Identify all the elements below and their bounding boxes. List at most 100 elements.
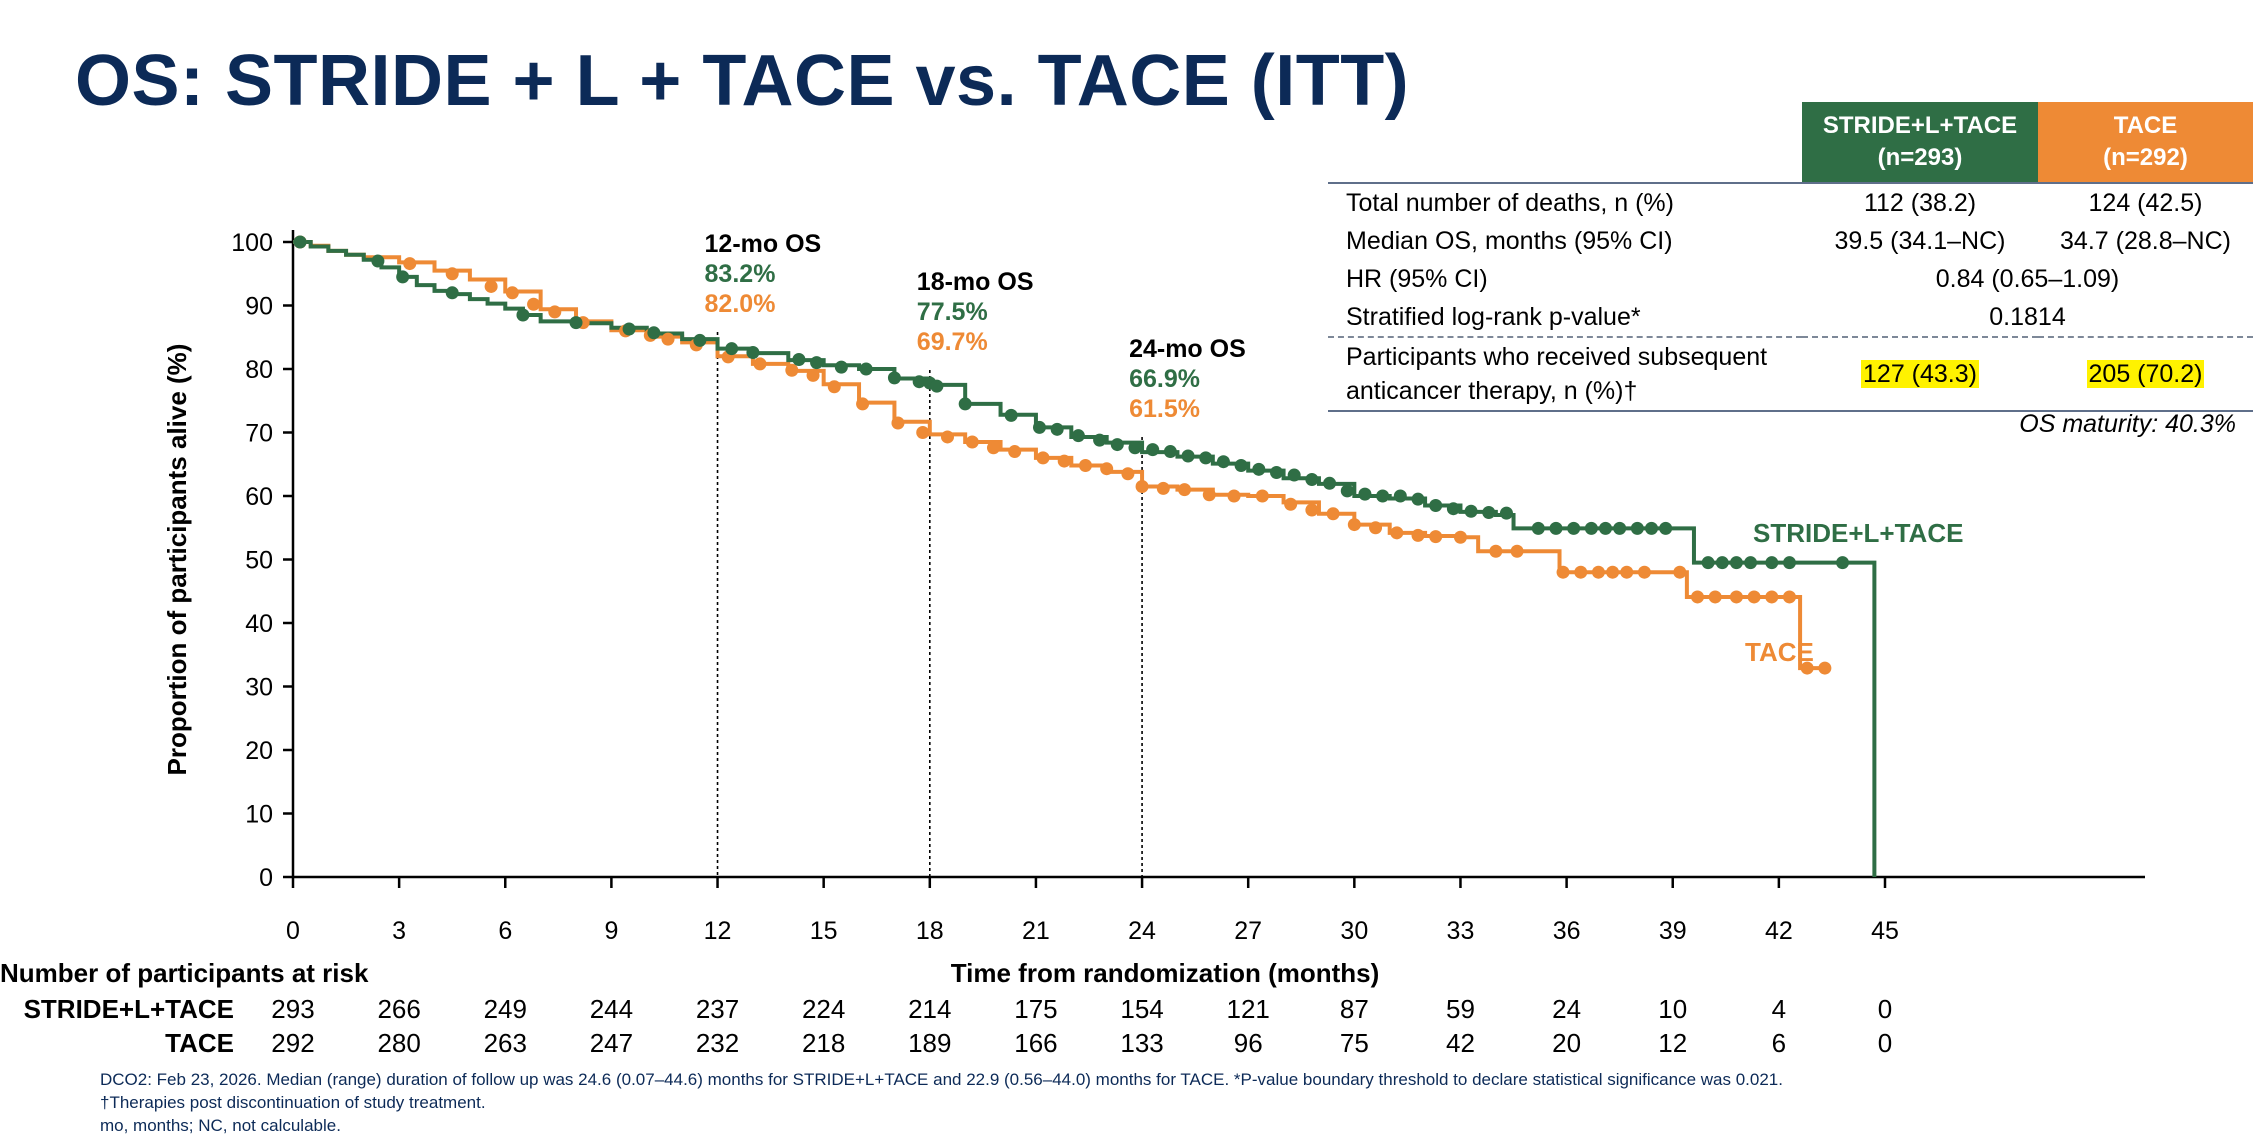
tace-censor-mark xyxy=(1156,481,1170,495)
risk-count-tace: 247 xyxy=(590,1028,633,1058)
tace-censor-mark xyxy=(1574,565,1588,579)
tace-censor-mark xyxy=(1782,590,1796,604)
risk-count-tace: 292 xyxy=(271,1028,314,1058)
header-tace: TACE (n=292) xyxy=(2038,102,2253,182)
stride-censor-mark xyxy=(1446,502,1460,516)
median-stride: 39.5 (34.1–NC) xyxy=(1834,227,2006,255)
subsequent-stride-cell: 127 (43.3) xyxy=(1802,336,2038,412)
header-stride-n: (n=293) xyxy=(1877,144,1963,171)
risk-table-title: Number of participants at risk xyxy=(0,958,369,988)
risk-count-tace: 0 xyxy=(1878,1028,1892,1058)
guide-lines xyxy=(716,332,1143,877)
y-tick-label: 30 xyxy=(245,674,273,702)
stride-censor-mark xyxy=(1482,506,1496,520)
tace-censor-mark xyxy=(1390,526,1404,540)
y-tick-label: 10 xyxy=(245,801,273,829)
risk-count-stride: 10 xyxy=(1658,994,1687,1024)
stride-censor-mark xyxy=(1270,466,1284,480)
x-tick-label: 30 xyxy=(1340,917,1368,945)
risk-count-stride: 154 xyxy=(1120,994,1163,1024)
tace-censor-mark xyxy=(986,441,1000,455)
tace-censor-mark xyxy=(484,279,498,293)
tace-censor-mark xyxy=(1255,489,1269,503)
tace-censor-mark xyxy=(806,368,820,382)
stride-censor-mark xyxy=(1305,472,1319,486)
risk-count-stride: 0 xyxy=(1878,994,1892,1024)
tace-censor-mark xyxy=(1008,445,1022,459)
y-tick-label: 0 xyxy=(259,864,273,892)
tace-censor-mark xyxy=(1429,530,1443,544)
risk-count-tace: 166 xyxy=(1014,1028,1057,1058)
stride-censor-mark xyxy=(1032,420,1046,434)
tace-censor-mark xyxy=(1747,590,1761,604)
stride-censor-mark xyxy=(792,352,806,366)
stride-censor-mark xyxy=(1358,487,1372,501)
stride-series-label: STRIDE+L+TACE xyxy=(1753,518,1963,548)
tace-series-label: TACE xyxy=(1745,637,1814,667)
tace-censor-mark xyxy=(1369,521,1383,535)
tace-censor-mark xyxy=(527,297,541,311)
stride-censor-mark xyxy=(1599,521,1613,535)
row-pvalue: Stratified log-rank p-value* 0.1814 xyxy=(1328,298,2253,337)
stride-censor-mark xyxy=(1252,462,1266,476)
x-tick-label: 45 xyxy=(1871,917,1899,945)
tace-censor-mark xyxy=(1800,661,1814,675)
stride-censor-mark xyxy=(746,345,760,359)
deaths-stride: 112 (38.2) xyxy=(1802,182,2038,222)
tace-censor-mark xyxy=(1637,565,1651,579)
tace-censor-mark xyxy=(916,426,930,439)
row-median: Median OS, months (95% CI) 39.5 (34.1–NC… xyxy=(1328,222,2253,260)
tace-censor-mark xyxy=(445,267,459,281)
risk-count-tace: 280 xyxy=(377,1028,420,1058)
tace-censor-mark xyxy=(1202,488,1216,502)
stride-censor-mark xyxy=(1584,521,1598,535)
deaths-tace: 124 (42.5) xyxy=(2038,182,2253,222)
stride-censor-mark xyxy=(912,375,926,389)
risk-count-tace: 20 xyxy=(1552,1028,1581,1058)
tace-censor-mark xyxy=(827,380,841,394)
risk-count-stride: 4 xyxy=(1772,994,1786,1024)
stride-censor-mark xyxy=(1645,521,1659,535)
landmark-tace-value: 69.7% xyxy=(917,328,988,356)
tace-censor-mark xyxy=(661,332,675,346)
os-maturity: OS maturity: 40.3% xyxy=(2019,410,2236,438)
x-tick-label: 21 xyxy=(1022,917,1050,945)
tace-censor-mark xyxy=(856,397,870,411)
stride-censor-mark xyxy=(1411,492,1425,506)
subsequent-stride: 127 (43.3) xyxy=(1861,360,1979,388)
x-tick-label: 12 xyxy=(704,917,732,945)
risk-count-tace: 96 xyxy=(1234,1028,1263,1058)
stride-censor-mark xyxy=(1287,468,1301,482)
landmark-tace-value: 61.5% xyxy=(1129,395,1200,423)
y-tick-label: 90 xyxy=(245,293,273,321)
stride-censor-mark xyxy=(1199,451,1213,465)
stride-censor-mark xyxy=(1323,476,1337,490)
tace-censor-mark xyxy=(965,435,979,449)
stride-censor-mark xyxy=(1340,484,1354,498)
risk-count-stride: 293 xyxy=(271,994,314,1024)
stride-censor-mark xyxy=(1110,438,1124,452)
stride-censor-mark xyxy=(1163,445,1177,459)
stride-censor-mark xyxy=(859,362,873,376)
tace-censor-mark xyxy=(1100,462,1114,476)
tace-censor-mark xyxy=(1620,565,1634,579)
stride-censor-mark xyxy=(1004,408,1018,422)
stride-censor-mark xyxy=(1181,449,1195,463)
tace-censor-mark xyxy=(1121,467,1135,481)
tace-censor-mark xyxy=(1591,565,1605,579)
x-tick-label: 3 xyxy=(392,917,406,945)
row-hr: HR (95% CI) 0.84 (0.65–1.09) xyxy=(1328,260,2253,298)
stride-censor-mark xyxy=(293,235,307,249)
header-stride-name: STRIDE+L+TACE xyxy=(1822,112,2018,139)
tace-censor-mark xyxy=(1057,454,1071,468)
risk-count-stride: 87 xyxy=(1340,994,1369,1024)
tace-censor-mark xyxy=(1673,565,1687,579)
stride-censor-mark xyxy=(1715,556,1729,570)
tace-censor-mark xyxy=(1178,483,1192,497)
tace-censor-mark xyxy=(1606,565,1620,579)
risk-count-tace: 12 xyxy=(1658,1028,1687,1058)
risk-count-stride: 266 xyxy=(377,994,420,1024)
subsequent-tace: 205 (70.2) xyxy=(2086,360,2205,388)
stride-censor-mark xyxy=(1701,556,1715,570)
